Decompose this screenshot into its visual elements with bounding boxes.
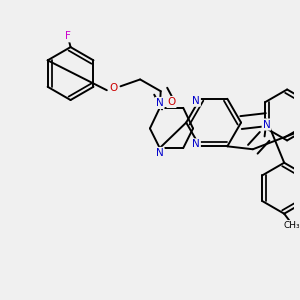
Text: N: N xyxy=(263,119,270,130)
Text: N: N xyxy=(156,148,164,158)
Text: O: O xyxy=(167,97,175,107)
Text: F: F xyxy=(65,31,70,41)
Text: N: N xyxy=(156,98,164,108)
Text: CH₃: CH₃ xyxy=(284,221,300,230)
Text: N: N xyxy=(192,140,200,149)
Text: N: N xyxy=(192,96,200,106)
Text: O: O xyxy=(110,83,118,93)
